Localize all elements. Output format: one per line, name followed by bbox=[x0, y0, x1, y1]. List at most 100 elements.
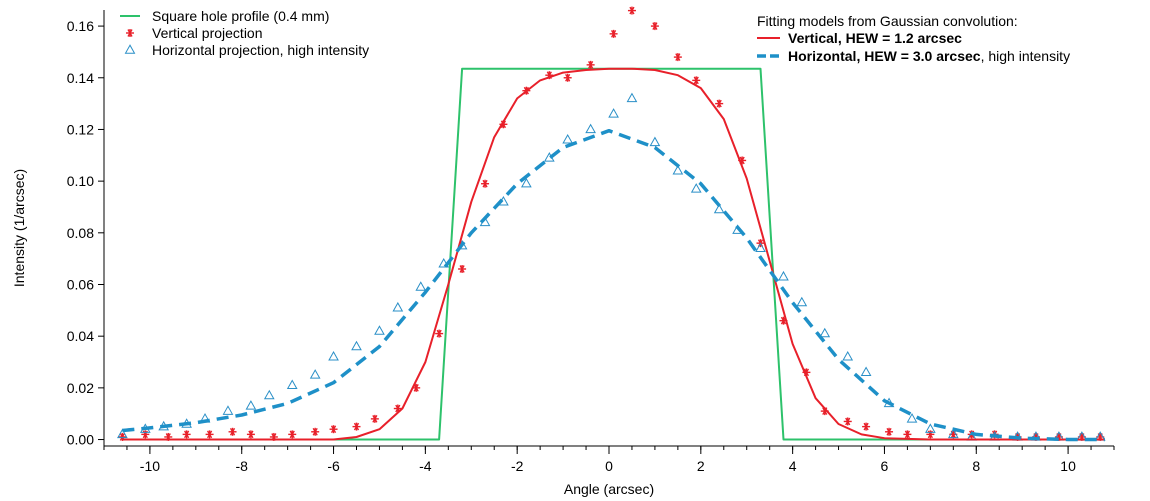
legend-label: Vertical, HEW = 1.2 arcsec bbox=[788, 30, 962, 46]
horizontal-projection-point bbox=[351, 340, 362, 351]
x-tick-label: -4 bbox=[419, 458, 432, 474]
horizontal-projection-point bbox=[842, 351, 854, 361]
vertical-projection-point bbox=[673, 53, 682, 62]
y-tick-label: 0.14 bbox=[67, 70, 94, 86]
x-axis-title: Angle (arcsec) bbox=[564, 481, 654, 497]
legend-label-bold: Vertical, HEW = 1.2 arcsec bbox=[788, 30, 962, 46]
legend-entry: Horizontal projection, high intensity bbox=[124, 42, 369, 58]
x-tick-label: 8 bbox=[972, 458, 980, 474]
horizontal-projection-point bbox=[713, 203, 725, 214]
horizontal-projection-point bbox=[778, 270, 789, 281]
horizontal-projection-point bbox=[374, 325, 385, 335]
x-tick-label: 4 bbox=[789, 458, 797, 474]
plot-series bbox=[117, 6, 1106, 442]
x-tick-label: -8 bbox=[236, 458, 249, 474]
y-tick-label: 0.02 bbox=[67, 380, 94, 396]
horizontal-projection-point bbox=[392, 301, 404, 312]
legend-entry: Square hole profile (0.4 mm) bbox=[120, 8, 329, 24]
legend-right: Fitting models from Gaussian convolution… bbox=[757, 13, 1070, 64]
horizontal-projection-point bbox=[608, 108, 619, 118]
vertical-projection-point bbox=[458, 264, 467, 273]
legend-label-rest: , high intensity bbox=[981, 48, 1071, 64]
horizontal-projection-point bbox=[562, 133, 574, 144]
legend-heading: Fitting models from Gaussian convolution… bbox=[757, 13, 1018, 29]
horizontal-projection-point bbox=[860, 366, 872, 377]
vertical-projection-point bbox=[843, 417, 852, 426]
x-tick-label: 0 bbox=[605, 458, 613, 474]
vertical-projection-point bbox=[126, 29, 134, 37]
vertical-projection-point bbox=[926, 430, 935, 439]
vertical-projection-point bbox=[205, 430, 214, 439]
vertical-projection-point bbox=[246, 430, 255, 439]
y-tick-label: 0.08 bbox=[67, 225, 94, 241]
vertical-projection-point bbox=[563, 73, 572, 82]
horizontal-projection-point bbox=[755, 242, 766, 253]
vertical-projection-point bbox=[650, 22, 659, 31]
legend-triangle-swatch bbox=[124, 44, 136, 54]
vertical-projection-point bbox=[715, 99, 724, 108]
horizontal-projection-point bbox=[947, 428, 959, 439]
vertical-projection-point bbox=[586, 60, 595, 69]
legend-label: Horizontal, HEW = 3.0 arcsec, high inten… bbox=[788, 48, 1070, 64]
vertical-projection-point bbox=[311, 427, 320, 436]
series-vertical-projection bbox=[118, 6, 1105, 441]
vertical-projection-point bbox=[352, 422, 361, 431]
vertical-projection-point bbox=[370, 414, 379, 423]
y-tick-label: 0.10 bbox=[67, 173, 94, 189]
legend-entry: Vertical, HEW = 1.2 arcsec bbox=[757, 30, 962, 46]
series-vertical-hew-1-2-arcsec bbox=[122, 67, 1105, 441]
vertical-projection-point bbox=[288, 430, 297, 439]
horizontal-projection-point bbox=[649, 136, 661, 147]
horizontal-projection-point bbox=[690, 183, 702, 193]
vertical-projection-point bbox=[627, 6, 636, 15]
series-line bbox=[122, 67, 1105, 441]
horizontal-projection-point bbox=[796, 296, 808, 307]
legend-label: Vertical projection bbox=[152, 25, 263, 41]
y-tick-label: 0.12 bbox=[67, 121, 94, 137]
x-tick-label: -2 bbox=[511, 458, 524, 474]
series-square-hole-profile-0-4-mm bbox=[122, 67, 1105, 441]
y-tick-label: 0.00 bbox=[67, 432, 94, 448]
vertical-projection-point bbox=[862, 422, 871, 431]
horizontal-projection-point bbox=[263, 389, 275, 400]
x-tick-label: 2 bbox=[697, 458, 705, 474]
series-horizontal-projection-high-intensity bbox=[117, 92, 1106, 441]
legend-entry: Vertical projection bbox=[126, 25, 263, 41]
legend-label: Square hole profile (0.4 mm) bbox=[152, 8, 329, 24]
horizontal-projection-point bbox=[286, 379, 298, 389]
horizontal-projection-point bbox=[585, 123, 596, 134]
series-horizontal-hew-3-0-arcsec bbox=[122, 128, 1105, 442]
horizontal-projection-point bbox=[626, 92, 638, 103]
horizontal-projection-point bbox=[521, 177, 532, 188]
horizontal-projection-point bbox=[819, 327, 831, 338]
vertical-projection-point bbox=[329, 425, 338, 434]
legend-left: Square hole profile (0.4 mm)Vertical pro… bbox=[120, 8, 369, 58]
legend-label: Horizontal projection, high intensity bbox=[152, 42, 369, 58]
vertical-projection-point bbox=[393, 404, 402, 413]
horizontal-projection-point bbox=[328, 351, 339, 361]
x-tick-label: 10 bbox=[1060, 458, 1076, 474]
vertical-projection-point bbox=[609, 29, 618, 38]
x-tick-label: -10 bbox=[140, 458, 160, 474]
vertical-projection-point bbox=[182, 430, 191, 439]
horizontal-projection-point bbox=[672, 164, 684, 175]
horizontal-projection-point bbox=[906, 413, 918, 423]
y-tick-label: 0.06 bbox=[67, 276, 94, 292]
series-line bbox=[122, 67, 1105, 441]
horizontal-projection-point bbox=[309, 369, 321, 379]
x-tick-label: -6 bbox=[327, 458, 340, 474]
horizontal-projection-point bbox=[245, 400, 257, 410]
y-axis-title: Intensity (1/arcsec) bbox=[11, 169, 27, 287]
horizontal-projection-point bbox=[925, 423, 936, 433]
vertical-projection-point bbox=[885, 427, 894, 436]
series-line bbox=[122, 128, 1105, 442]
legend-entry: Horizontal, HEW = 3.0 arcsec, high inten… bbox=[757, 48, 1070, 64]
horizontal-projection-point bbox=[117, 428, 128, 439]
vertical-projection-point bbox=[435, 329, 444, 338]
vertical-projection-point bbox=[141, 430, 150, 439]
vertical-projection-point bbox=[481, 179, 490, 188]
vertical-projection-point bbox=[692, 76, 701, 85]
horizontal-projection-point bbox=[222, 405, 234, 415]
legend-label-bold: Horizontal, HEW = 3.0 arcsec bbox=[788, 48, 981, 64]
